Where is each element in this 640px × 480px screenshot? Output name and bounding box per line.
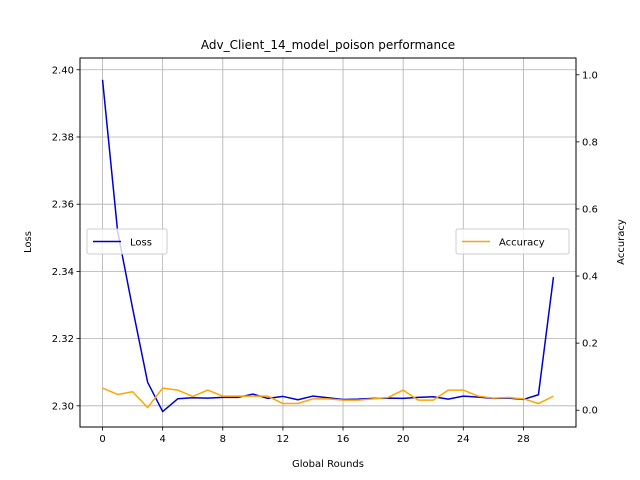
left-y-tick-label: 2.40 (52, 65, 74, 76)
x-tick-label: 24 (457, 434, 470, 445)
x-tick-label: 4 (159, 434, 165, 445)
x-axis-title: Global Rounds (292, 459, 364, 470)
legend-loss: Loss (86, 228, 168, 255)
left-axis-title: Loss (23, 231, 34, 253)
legends: Loss Accuracy (86, 228, 570, 255)
x-tick-label: 12 (277, 434, 290, 445)
right-axis-title: Accuracy (616, 219, 627, 265)
ticks: 0 4 8 12 16 20 24 28 2.30 2.32 2.34 2.36 2.38 2.40 0.0… (52, 65, 598, 445)
left-y-tick-label: 2.32 (52, 334, 74, 345)
x-tick-label: 20 (397, 434, 410, 445)
legend-label: Loss (130, 238, 152, 249)
grid (80, 58, 576, 427)
legend-label: Accuracy (499, 238, 545, 249)
right-y-tick-label: 0.2 (582, 339, 598, 350)
plot-frame (79, 57, 577, 428)
x-tick-label: 28 (517, 434, 530, 445)
x-tick-label: 0 (99, 434, 105, 445)
series-line-accuracy (102, 387, 554, 409)
right-y-tick-label: 1.0 (582, 70, 598, 81)
left-y-tick-label: 2.34 (52, 267, 74, 278)
x-tick-label: 8 (220, 434, 226, 445)
legend-accuracy: Accuracy (455, 228, 570, 255)
series-line-loss (101, 79, 555, 413)
left-y-tick-label: 2.36 (52, 200, 74, 211)
right-y-tick-label: 0.6 (582, 204, 598, 215)
right-y-tick-label: 0.0 (582, 406, 598, 417)
x-tick-label: 16 (337, 434, 350, 445)
left-y-tick-label: 2.30 (52, 401, 74, 412)
legend-box (455, 228, 570, 255)
legend-box (86, 228, 168, 255)
chart-title: Adv_Client_14_model_poison performance (201, 38, 455, 52)
right-y-tick-label: 0.4 (582, 272, 598, 283)
left-y-tick-label: 2.38 (52, 132, 74, 143)
right-y-tick-label: 0.8 (582, 137, 598, 148)
series-layer (101, 79, 555, 413)
